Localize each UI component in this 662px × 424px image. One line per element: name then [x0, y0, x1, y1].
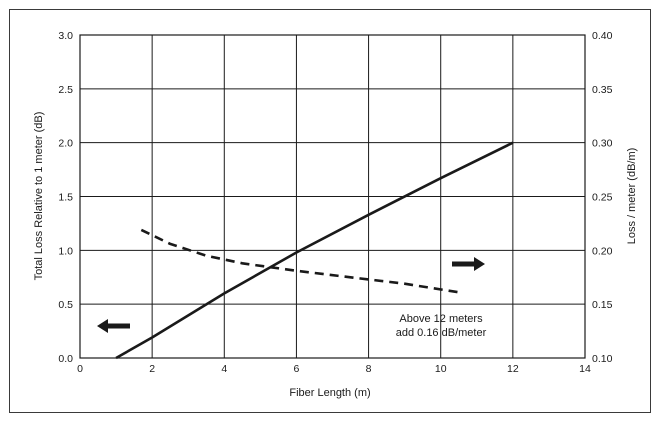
x-axis-label: Fiber Length (m) — [289, 387, 370, 399]
left-axis-arrow — [97, 319, 130, 333]
y-left-tick-label-1: 0.5 — [58, 299, 73, 311]
tick-labels: 0 2 4 6 8 10 12 14 0.0 0.5 1.0 1.5 2.0 2.5 3.0 0.10 0.15… — [58, 30, 612, 375]
x-tick-label-4: 8 — [366, 363, 372, 375]
y-left-tick-label-2: 1.0 — [58, 245, 73, 257]
x-tick-label-7: 14 — [579, 363, 591, 375]
plot-area-border — [79, 34, 586, 359]
annotation-line-1: Above 12 meters — [399, 313, 483, 325]
series-line-1 — [140, 228, 460, 294]
plot-border — [79, 34, 586, 359]
series-group — [115, 141, 514, 360]
y-right-tick-label-3: 0.25 — [592, 192, 613, 204]
y-left-tick-label-4: 2.0 — [58, 138, 73, 150]
y-right-tick-label-2: 0.20 — [592, 245, 613, 257]
y-left-tick-label-3: 1.5 — [58, 192, 73, 204]
y-left-tick-label-5: 2.5 — [58, 84, 73, 96]
x-tick-label-6: 12 — [507, 363, 519, 375]
y-right-tick-label-6: 0.40 — [592, 30, 613, 42]
y-left-tick-label-0: 0.0 — [58, 353, 73, 365]
x-tick-label-0: 0 — [77, 363, 83, 375]
y-right-tick-label-5: 0.35 — [592, 84, 613, 96]
x-tick-label-3: 6 — [294, 363, 300, 375]
annotation-line-2: add 0.16 dB/meter — [396, 327, 487, 339]
y-axis-right-label: Loss / meter (dB/m) — [626, 148, 638, 245]
y-right-tick-label-4: 0.30 — [592, 138, 613, 150]
right-axis-arrow — [452, 257, 485, 271]
x-tick-label-1: 2 — [149, 363, 155, 375]
y-axis-left-label: Total Loss Relative to 1 meter (dB) — [33, 112, 45, 281]
grid-lines — [79, 34, 586, 359]
x-tick-label-2: 4 — [221, 363, 227, 375]
series-line-0 — [115, 141, 514, 360]
x-tick-label-5: 10 — [435, 363, 447, 375]
y-right-tick-label-1: 0.15 — [592, 299, 613, 311]
chart-frame — [9, 9, 651, 413]
y-right-tick-label-0: 0.10 — [592, 353, 613, 365]
y-left-tick-label-6: 3.0 — [58, 30, 73, 42]
